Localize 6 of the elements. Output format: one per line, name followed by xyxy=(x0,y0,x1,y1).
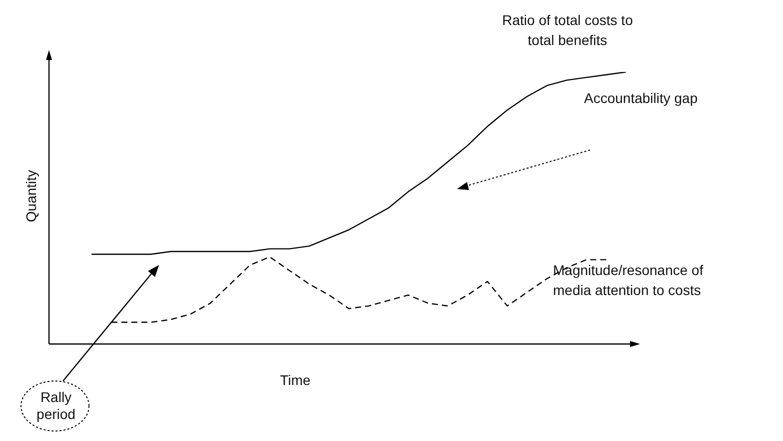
annotation: Accountability gap xyxy=(584,89,698,108)
series-label: Magnitude/resonance of media attention to costs xyxy=(553,261,704,300)
text: Rally period xyxy=(36,389,76,423)
y-axis-title: Quantity xyxy=(22,168,40,224)
series-label: Ratio of total costs to total benefits xyxy=(501,11,634,50)
x-axis-title: Time xyxy=(280,371,311,390)
